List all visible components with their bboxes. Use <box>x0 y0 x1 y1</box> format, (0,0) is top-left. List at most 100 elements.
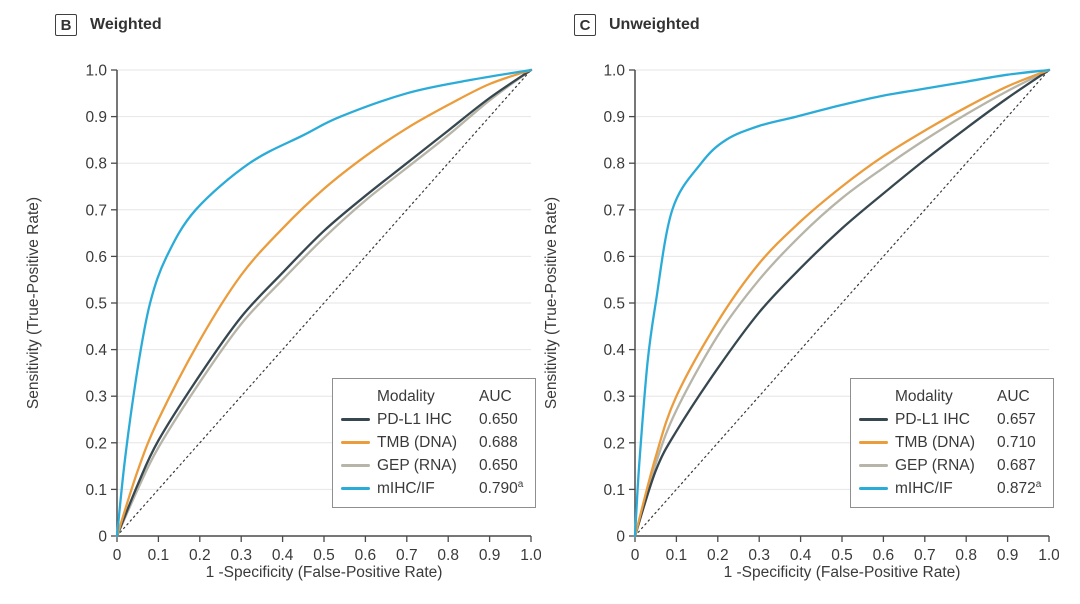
series-tmb-dna- <box>115 68 533 538</box>
svg-text:0.7: 0.7 <box>396 547 418 563</box>
svg-text:0.9: 0.9 <box>479 547 501 563</box>
legend-auc: 0.790a <box>479 478 524 497</box>
svg-text:0: 0 <box>113 547 122 563</box>
panel-c-label-box: C <box>574 14 596 36</box>
chance-diagonal <box>634 69 1050 537</box>
svg-text:0.4: 0.4 <box>603 342 625 359</box>
svg-text:1.0: 1.0 <box>603 63 625 80</box>
legend-row: GEP (RNA) 0.650 <box>341 454 531 477</box>
svg-text:0.1: 0.1 <box>603 482 625 499</box>
legend-auc: 0.687 <box>997 456 1036 474</box>
panel-b-y-axis-label: Sensitivity (True-Positive Rate) <box>25 196 42 410</box>
legend-swatch-mihc <box>341 487 370 490</box>
legend-row: GEP (RNA) 0.687 <box>859 454 1049 477</box>
svg-text:1.0: 1.0 <box>520 547 541 563</box>
svg-text:0.7: 0.7 <box>603 202 625 219</box>
legend-swatch-gep <box>859 464 888 467</box>
svg-text:0.9: 0.9 <box>85 109 107 126</box>
legend-auc: 0.872a <box>997 478 1042 497</box>
legend-row: PD-L1 IHC 0.657 <box>859 408 1049 431</box>
svg-text:0.5: 0.5 <box>831 547 853 563</box>
svg-text:0.2: 0.2 <box>603 435 625 452</box>
svg-text:0.3: 0.3 <box>85 389 107 406</box>
svg-text:0.4: 0.4 <box>272 547 294 563</box>
legend-swatch-spacer <box>341 395 370 398</box>
svg-text:0.6: 0.6 <box>873 547 895 563</box>
svg-text:0: 0 <box>98 529 107 546</box>
legend-row: TMB (DNA) 0.710 <box>859 431 1049 454</box>
legend-swatch-tmb <box>859 441 888 444</box>
legend-auc: 0.710 <box>997 433 1036 451</box>
legend-label: mIHC/IF <box>377 479 435 497</box>
panel-c-title: Unweighted <box>609 16 700 33</box>
y-ticks: 0 0.1 0.2 0.3 0.4 0.5 0.6 0.7 0.8 0.9 1.0 <box>85 63 117 546</box>
svg-text:0.6: 0.6 <box>603 249 625 266</box>
legend-row: mIHC/IF 0.790a <box>341 477 531 500</box>
svg-text:0.6: 0.6 <box>355 547 377 563</box>
legend-header-modality: Modality <box>377 387 435 405</box>
legend-label: TMB (DNA) <box>377 433 458 451</box>
svg-text:0.1: 0.1 <box>666 547 688 563</box>
svg-text:0.3: 0.3 <box>603 389 625 406</box>
panel-b-label-box: B <box>55 14 77 36</box>
svg-text:0.2: 0.2 <box>85 435 107 452</box>
svg-text:0.6: 0.6 <box>85 249 107 266</box>
svg-text:0.8: 0.8 <box>955 547 977 563</box>
panel-c-header: C Unweighted <box>574 14 700 36</box>
series-tmb-dna- <box>633 68 1051 538</box>
svg-text:0.8: 0.8 <box>437 547 459 563</box>
legend-header-auc: AUC <box>479 387 512 405</box>
panel-b-legend: Modality AUC PD-L1 IHC 0.650 TMB (DNA) 0… <box>332 378 536 508</box>
panel-b-x-axis-label: 1 -Specificity (False-Positive Rate) <box>205 564 443 581</box>
svg-text:0.5: 0.5 <box>603 296 625 313</box>
svg-text:0.2: 0.2 <box>707 547 729 563</box>
series-mihc-if <box>115 68 533 538</box>
legend-label: TMB (DNA) <box>895 433 976 451</box>
svg-text:0.7: 0.7 <box>85 202 107 219</box>
panel-b-title: Weighted <box>90 16 162 33</box>
legend-swatch-pdl1 <box>859 418 888 421</box>
legend-header-row: Modality AUC <box>341 385 531 408</box>
series-gep-rna- <box>115 68 533 538</box>
x-ticks: 0 0.1 0.2 0.3 0.4 0.5 0.6 0.7 0.8 0.9 1.0 <box>113 536 541 563</box>
panel-b-header: B Weighted <box>55 14 162 36</box>
legend-label: GEP (RNA) <box>377 456 457 474</box>
svg-text:1.0: 1.0 <box>1038 547 1059 563</box>
svg-text:0: 0 <box>631 547 640 563</box>
svg-text:0.3: 0.3 <box>230 547 252 563</box>
legend-auc: 0.650 <box>479 456 518 474</box>
legend-header-auc: AUC <box>997 387 1030 405</box>
x-ticks: 0 0.1 0.2 0.3 0.4 0.5 0.6 0.7 0.8 0.9 1.0 <box>631 536 1059 563</box>
legend-label: mIHC/IF <box>895 479 953 497</box>
panel-c-y-axis-label: Sensitivity (True-Positive Rate) <box>543 196 560 410</box>
legend-header-row: Modality AUC <box>859 385 1049 408</box>
svg-text:0.7: 0.7 <box>914 547 936 563</box>
series-pd-l1-ihc <box>633 68 1051 538</box>
svg-text:0.5: 0.5 <box>85 296 107 313</box>
legend-label: PD-L1 IHC <box>377 410 452 428</box>
legend-auc: 0.688 <box>479 433 518 451</box>
svg-text:0.1: 0.1 <box>85 482 107 499</box>
legend-swatch-tmb <box>341 441 370 444</box>
svg-text:0.8: 0.8 <box>603 156 625 173</box>
y-ticks: 0 0.1 0.2 0.3 0.4 0.5 0.6 0.7 0.8 0.9 1.0 <box>603 63 635 546</box>
legend-swatch-mihc <box>859 487 888 490</box>
legend-auc: 0.657 <box>997 410 1036 428</box>
legend-row: PD-L1 IHC 0.650 <box>341 408 531 431</box>
svg-text:0.4: 0.4 <box>790 547 812 563</box>
chance-diagonal <box>116 69 532 537</box>
legend-label: PD-L1 IHC <box>895 410 970 428</box>
panel-c-x-axis-label: 1 -Specificity (False-Positive Rate) <box>723 564 961 581</box>
svg-text:0.3: 0.3 <box>748 547 770 563</box>
svg-text:0: 0 <box>616 529 625 546</box>
svg-text:0.2: 0.2 <box>189 547 211 563</box>
svg-text:0.1: 0.1 <box>148 547 170 563</box>
series-mihc-if <box>633 68 1051 538</box>
svg-text:0.5: 0.5 <box>313 547 335 563</box>
legend-swatch-pdl1 <box>341 418 370 421</box>
legend-row: mIHC/IF 0.872a <box>859 477 1049 500</box>
svg-text:0.9: 0.9 <box>603 109 625 126</box>
legend-auc: 0.650 <box>479 410 518 428</box>
series-pd-l1-ihc <box>115 68 533 538</box>
